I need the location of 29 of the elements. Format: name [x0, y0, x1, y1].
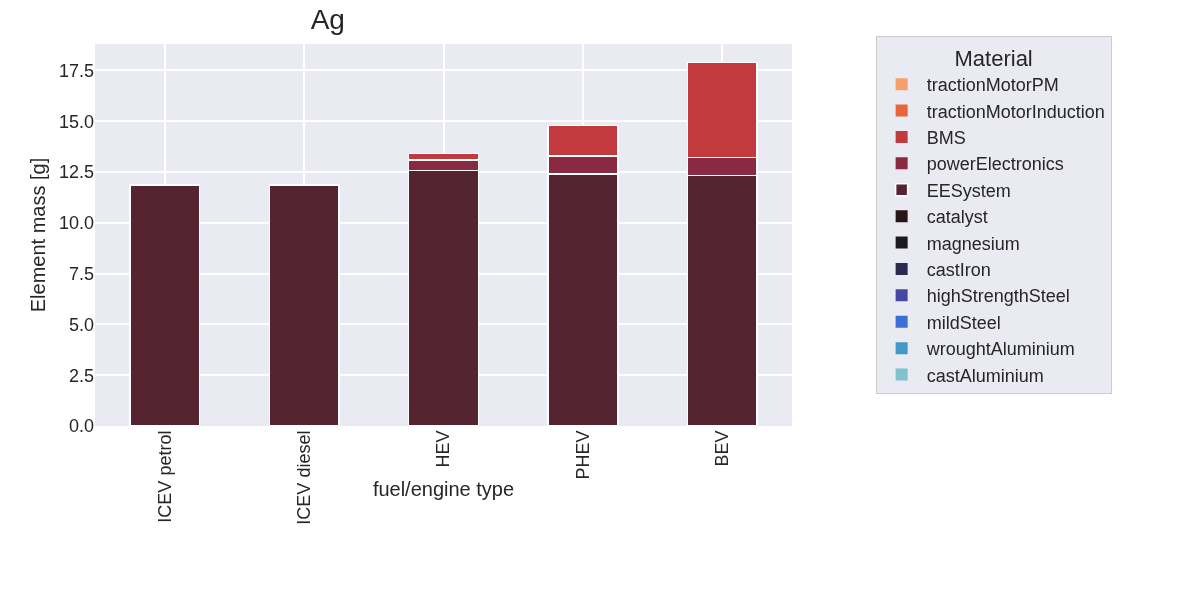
y-tick-label: 0.0: [68, 416, 94, 437]
y-tick-label: 5.0: [68, 314, 94, 335]
x-tick-label: ICEV petrol: [154, 430, 175, 523]
x-tick-label: PHEV: [572, 430, 593, 480]
x-tick-label: BEV: [712, 430, 733, 467]
y-tick-label: 10.0: [58, 213, 94, 234]
y-tick-label: 7.5: [68, 263, 94, 284]
legend-label: BMS: [926, 127, 966, 148]
legend-label: highStrengthSteel: [926, 286, 1070, 307]
y-axis-title: Element mass [g]: [27, 157, 49, 313]
x-tick-label: ICEV diesel: [293, 430, 314, 525]
x-axis-title: fuel/engine type: [372, 478, 515, 500]
legend-label: mildSteel: [926, 312, 1001, 333]
legend-label: tractionMotorPM: [926, 75, 1059, 96]
legend-label: wroughtAluminium: [925, 339, 1075, 360]
legend-label: castIron: [926, 259, 991, 280]
legend-label: catalyst: [926, 207, 988, 228]
legend-label: EESystem: [926, 180, 1011, 201]
y-tick-label: 2.5: [68, 365, 94, 386]
legend-label: powerElectronics: [926, 154, 1064, 175]
legend-label: magnesium: [926, 233, 1020, 254]
y-tick-label: 15.0: [58, 111, 94, 132]
y-tick-label: 12.5: [58, 162, 94, 183]
chart-title: Ag: [310, 3, 345, 35]
legend-label: tractionMotorInduction: [926, 101, 1105, 122]
legend-title: Material: [954, 45, 1033, 71]
x-tick-label: HEV: [433, 430, 454, 468]
y-tick-label: 17.5: [58, 60, 94, 81]
legend-label: castAluminium: [926, 365, 1044, 386]
